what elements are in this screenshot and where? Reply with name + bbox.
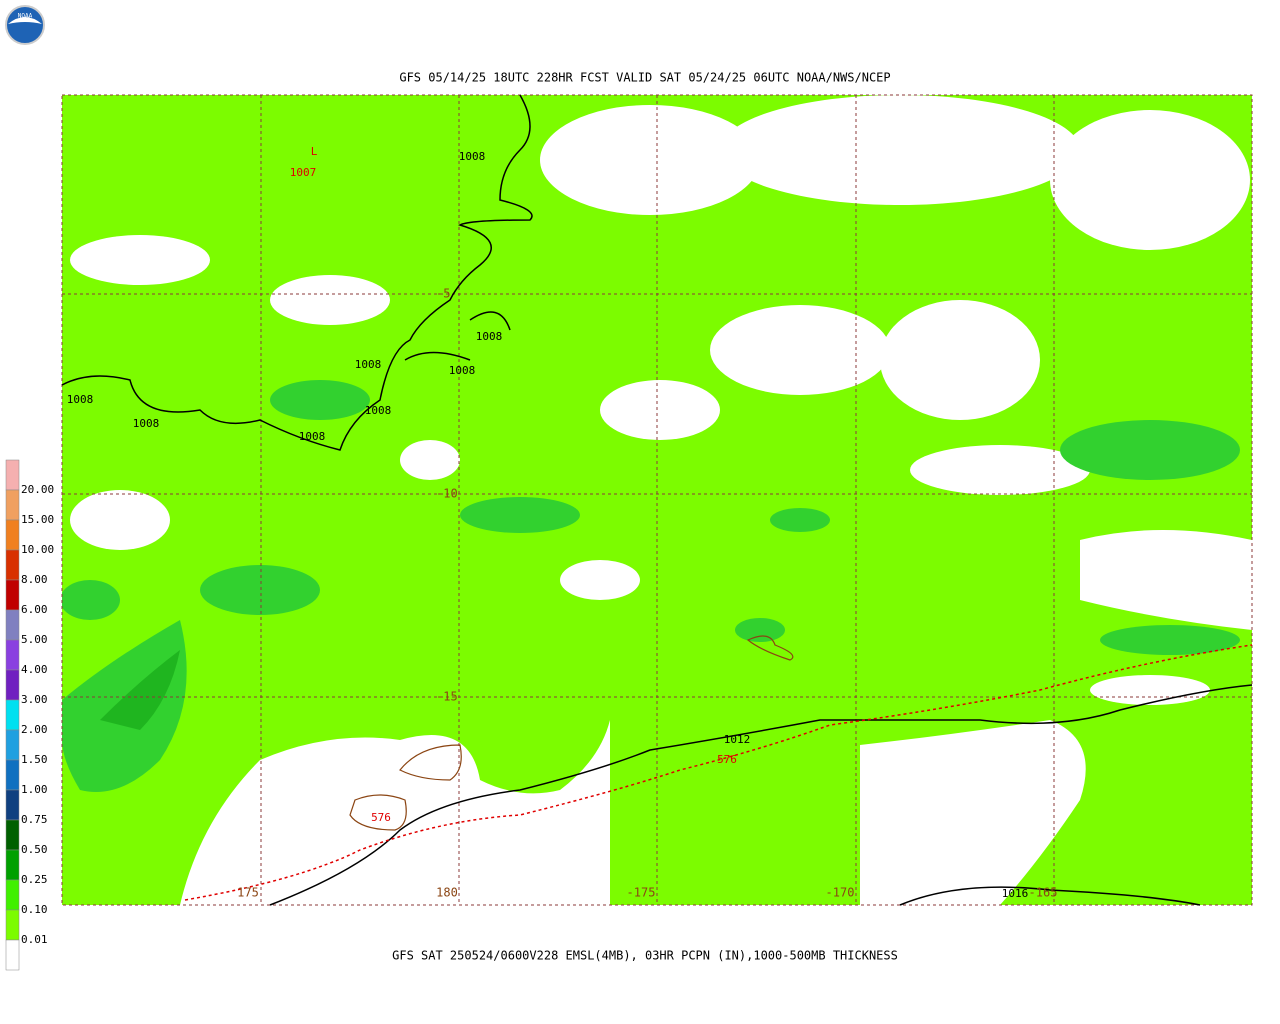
contour-label: 1008	[459, 150, 486, 163]
contours	[61, 94, 1253, 906]
contour-label: 1007	[290, 166, 317, 179]
legend-label: 0.75	[21, 813, 48, 826]
color-legend: 20.00 15.00 10.00 8.00 6.00 5.00 4.00 3.00 2.00 1…	[5, 459, 54, 971]
map-labels: -5 -10 -15 175 180 -175 -170 -165 L 1007 1008 1008 1…	[67, 145, 1058, 900]
map-title: GFS 05/14/25 18UTC 228HR FCST VALID SAT …	[399, 71, 890, 85]
legend-label: 6.00	[21, 603, 48, 616]
map-caption: GFS SAT 250524/0600V228 EMSL(4MB), 03HR …	[392, 949, 898, 963]
legend-swatch	[5, 489, 20, 521]
contour-label: L	[311, 145, 318, 158]
legend-label: 8.00	[21, 573, 48, 586]
noaa-logo: NOAA	[5, 5, 45, 45]
contour-label: 1008	[476, 330, 503, 343]
legend-label: 0.01	[21, 933, 48, 946]
legend-label: 15.00	[21, 513, 54, 526]
legend-swatch	[5, 669, 20, 701]
lon-label: -165	[1029, 886, 1058, 900]
legend-swatch	[5, 729, 20, 761]
legend-label: 4.00	[21, 663, 48, 676]
legend-swatch	[5, 939, 20, 971]
legend-swatch	[5, 699, 20, 731]
legend-label: 0.10	[21, 903, 48, 916]
legend-label: 3.00	[21, 693, 48, 706]
legend-label: 10.00	[21, 543, 54, 556]
legend-label: 1.00	[21, 783, 48, 796]
legend-label: 1.50	[21, 753, 48, 766]
lat-label: -10	[436, 487, 458, 501]
legend-label: 0.50	[21, 843, 48, 856]
legend-swatch	[5, 909, 20, 941]
contour-label: 1016	[1002, 887, 1029, 900]
legend-label: 5.00	[21, 633, 48, 646]
contour-label: 1008	[365, 404, 392, 417]
lon-label: -170	[826, 886, 855, 900]
lat-label: -5	[436, 287, 450, 301]
legend-swatch	[5, 579, 20, 611]
legend-label: 0.25	[21, 873, 48, 886]
legend-swatch	[5, 879, 20, 911]
contour-label: 1008	[299, 430, 326, 443]
lat-label: -15	[436, 690, 458, 704]
logo-text: NOAA	[18, 13, 33, 20]
contour-label: 1008	[449, 364, 476, 377]
graticule	[61, 94, 1253, 906]
lon-label: 175	[237, 886, 259, 900]
contour-label: 1008	[355, 358, 382, 371]
contour-label: 1012	[724, 733, 751, 746]
legend-swatch	[5, 549, 20, 581]
legend-swatch	[5, 819, 20, 851]
legend-label: 20.00	[21, 483, 54, 496]
legend-swatch	[5, 609, 20, 641]
legend-swatch	[5, 789, 20, 821]
legend-label: 2.00	[21, 723, 48, 736]
contour-label: 576	[371, 811, 391, 824]
legend-swatch	[5, 459, 20, 491]
lon-label: -175	[627, 886, 656, 900]
contour-label: 1008	[67, 393, 94, 406]
legend-swatch	[5, 759, 20, 791]
lon-label: 180	[436, 886, 458, 900]
contour-label: 576	[717, 753, 737, 766]
legend-swatch	[5, 849, 20, 881]
legend-swatch	[5, 519, 20, 551]
precip-field	[62, 95, 1252, 905]
legend-swatch	[5, 639, 20, 671]
contour-label: 1008	[133, 417, 160, 430]
